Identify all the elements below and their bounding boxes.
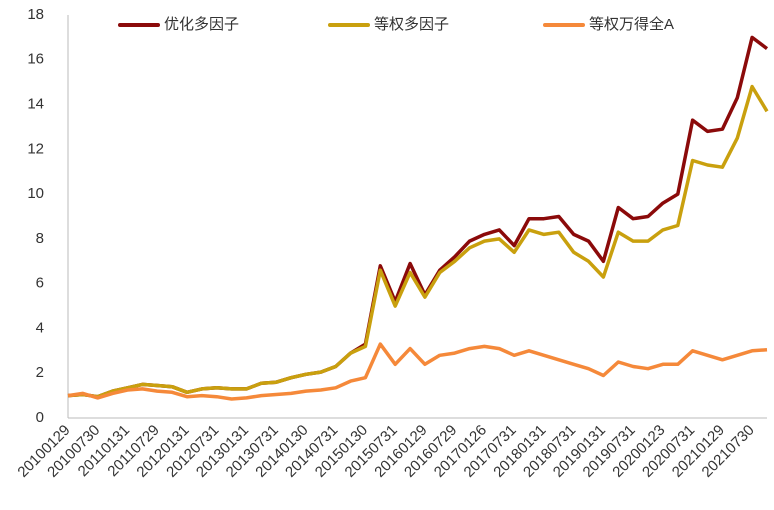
y-tick-label: 16 — [27, 51, 44, 68]
y-tick-label: 10 — [27, 185, 44, 202]
legend-label: 等权多因子 — [374, 15, 449, 33]
y-tick-label: 4 — [36, 319, 44, 336]
y-tick-label: 2 — [36, 364, 44, 381]
series-line — [67, 35, 769, 399]
y-tick-label: 0 — [36, 409, 44, 426]
series-line — [67, 84, 769, 399]
legend-label: 优化多因子 — [164, 16, 239, 33]
y-tick-label: 8 — [36, 230, 44, 247]
y-tick-label: 18 — [27, 6, 44, 23]
series-line — [67, 342, 768, 401]
legend-label: 等权万得全A — [589, 15, 674, 33]
y-tick-label: 14 — [27, 96, 44, 113]
y-tick-label: 12 — [27, 140, 44, 157]
y-tick-label: 6 — [36, 275, 44, 292]
